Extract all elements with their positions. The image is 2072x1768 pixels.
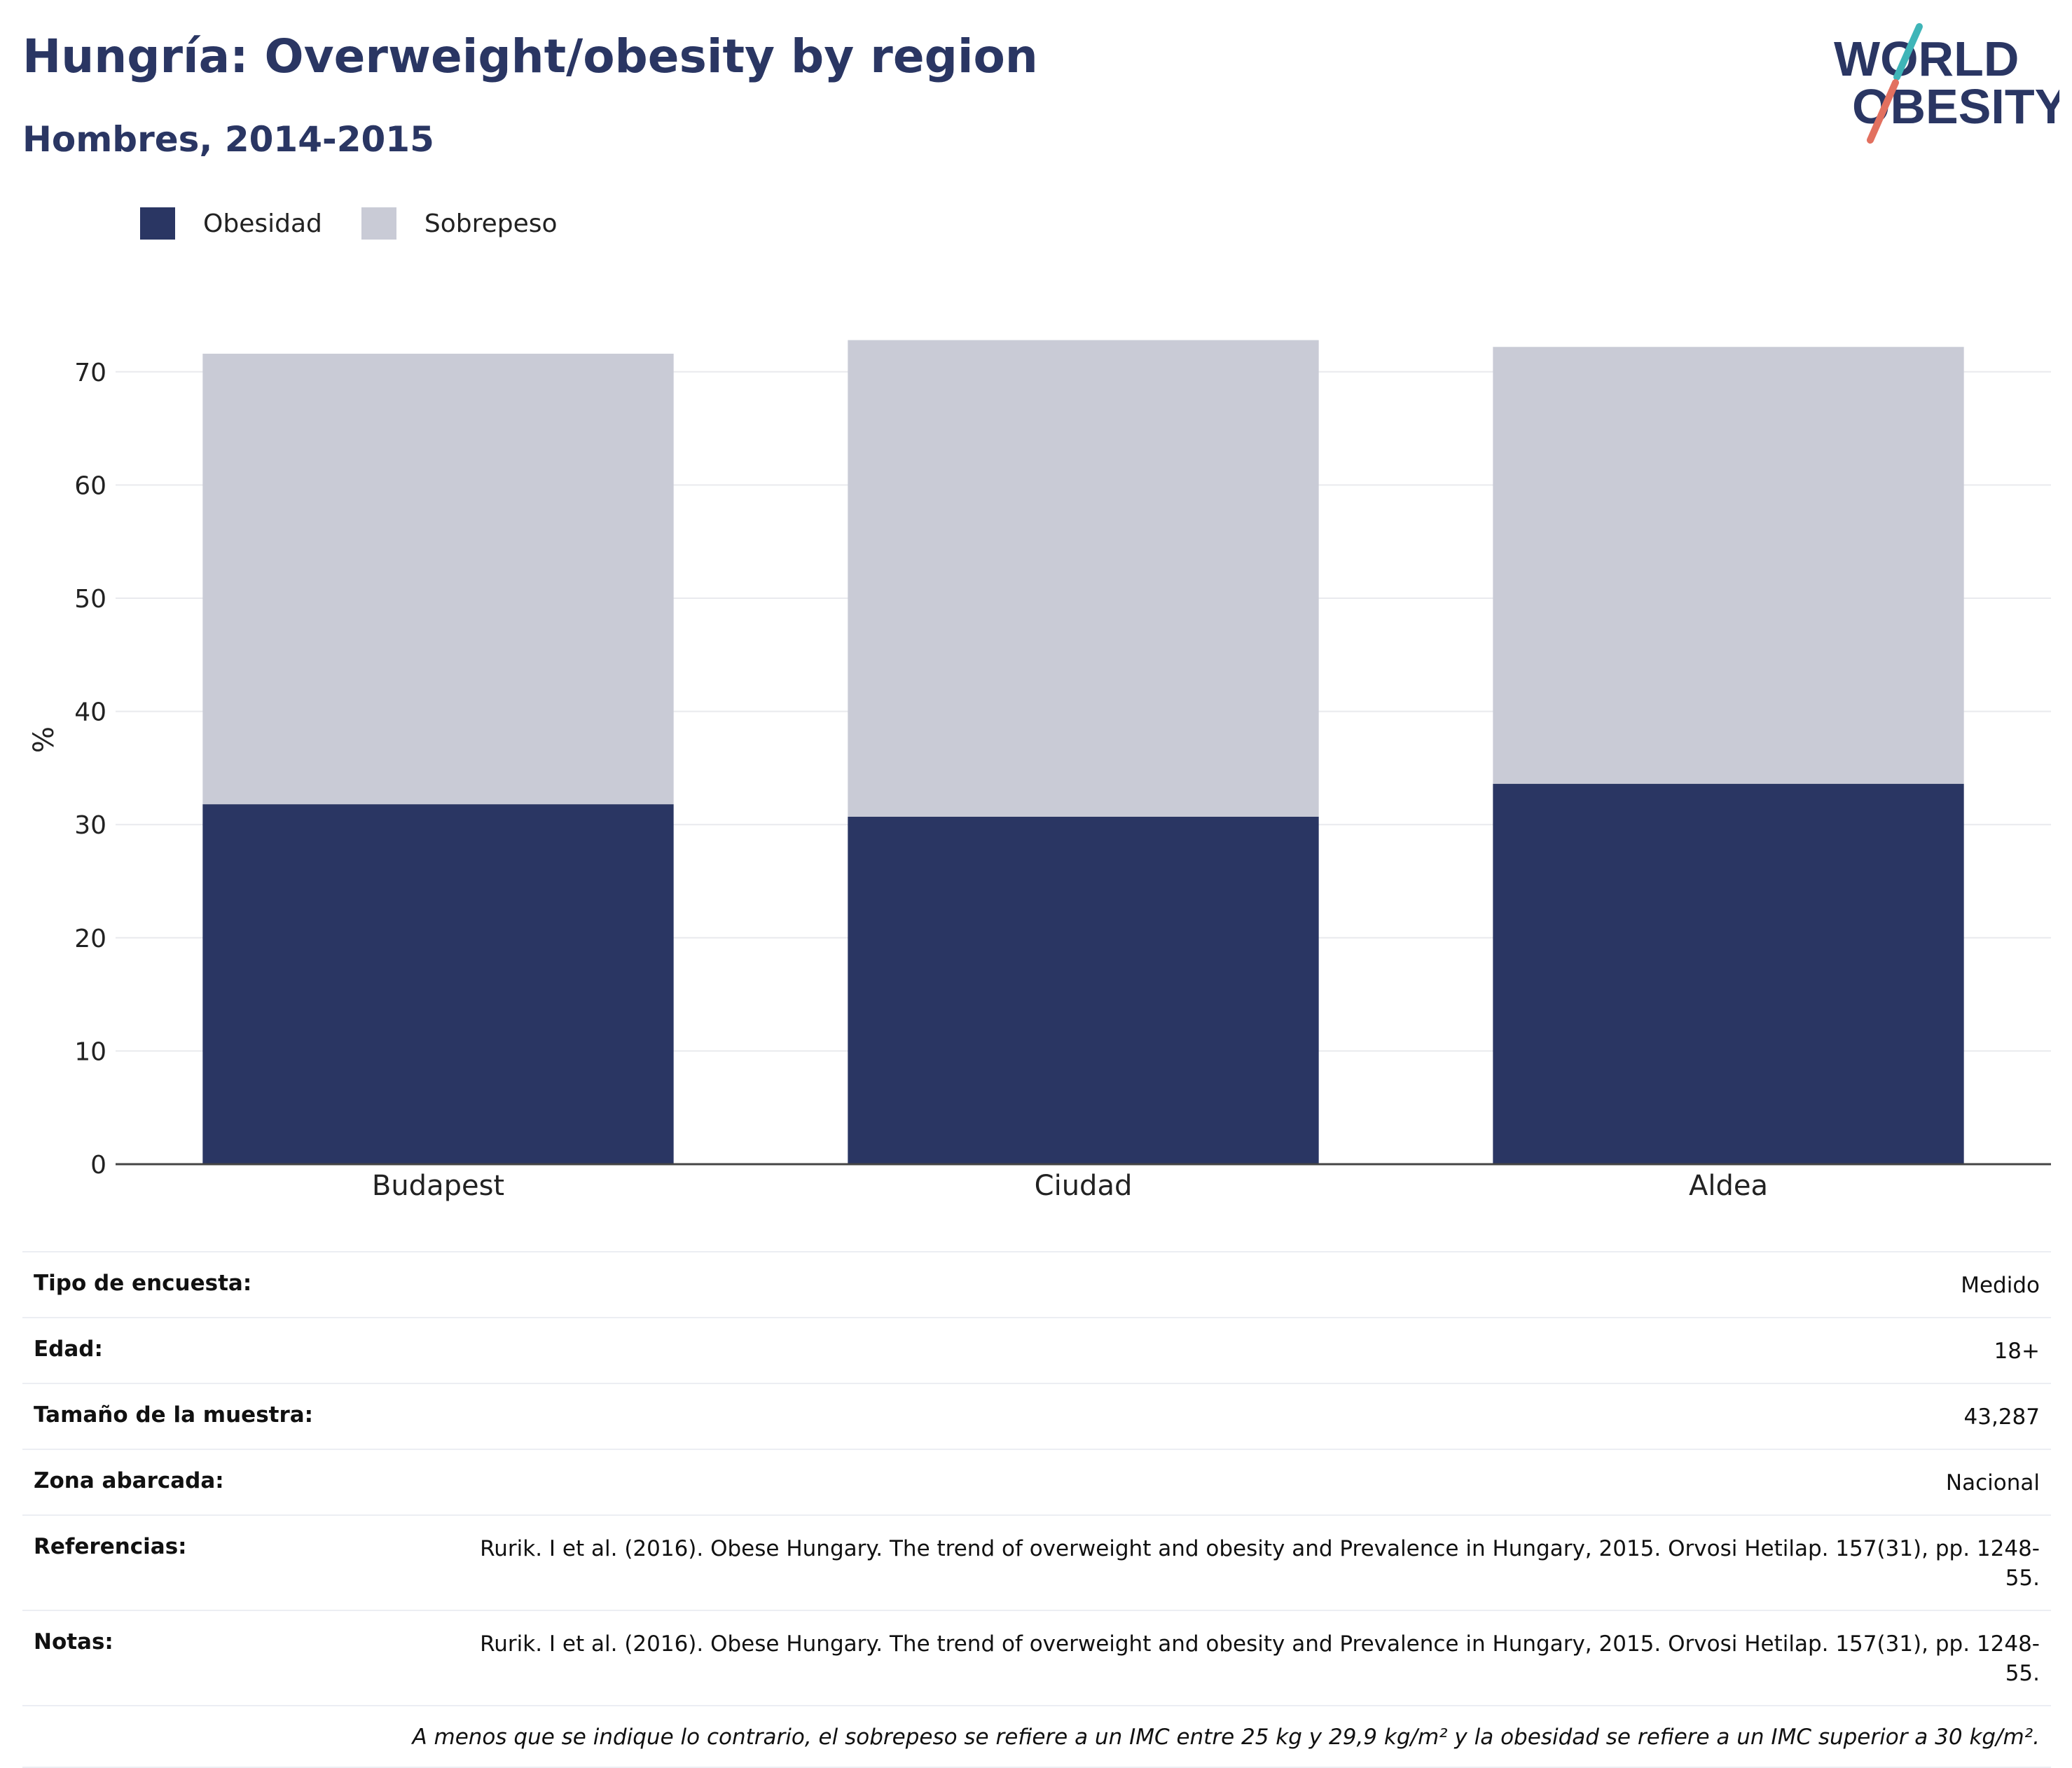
meta-row-referencias: Referencias: Rurik. I et al. (2016). Obe… <box>22 1514 2051 1610</box>
bar-budapest-obesidad <box>202 804 674 1164</box>
y-tick-label-40: 40 <box>74 698 106 727</box>
meta-row-footnote: A menos que se indique lo contrario, el … <box>22 1705 2051 1768</box>
legend-swatch-obesidad <box>140 207 175 240</box>
meta-row-tipo-encuesta: Tipo de encuesta: Medido <box>22 1251 2051 1317</box>
world-obesity-logo: WORLD OBESITY <box>1834 23 2059 144</box>
bar-ciudad-obesidad <box>848 816 1319 1164</box>
meta-value: Rurik. I et al. (2016). Obese Hungary. T… <box>480 1631 2040 1686</box>
chart-title: Hungría: Overweight/obesity by region <box>22 29 1038 83</box>
meta-value: Rurik. I et al. (2016). Obese Hungary. T… <box>480 1536 2040 1591</box>
meta-value: Medido <box>1961 1273 2040 1298</box>
meta-label: Referencias: <box>34 1534 187 1559</box>
y-tick-label-30: 30 <box>74 811 106 840</box>
legend-label-sobrepeso: Sobrepeso <box>424 209 558 238</box>
bar-ciudad-sobrepeso <box>848 340 1319 817</box>
bar-budapest-sobrepeso <box>202 353 674 805</box>
meta-value: 18+ <box>1994 1339 2040 1364</box>
bar-aldea-obesidad <box>1493 784 1964 1164</box>
y-tick-label-60: 60 <box>74 471 106 500</box>
meta-label: Tamaño de la muestra: <box>34 1402 314 1428</box>
bmi-definition-footnote: A menos que se indique lo contrario, el … <box>412 1725 2040 1750</box>
meta-label: Zona abarcada: <box>34 1468 224 1493</box>
legend-item-obesidad[interactable]: Obesidad <box>140 207 322 240</box>
logo-text-world: WORLD <box>1834 32 2019 86</box>
y-tick-label-50: 50 <box>74 585 106 614</box>
chart-legend: Obesidad Sobrepeso <box>140 207 597 240</box>
meta-value: 43,287 <box>1963 1404 2040 1430</box>
y-tick-label-20: 20 <box>74 925 106 953</box>
meta-value: Nacional <box>1945 1470 2040 1496</box>
legend-item-sobrepeso[interactable]: Sobrepeso <box>361 207 558 240</box>
x-tick-label-budapest: Budapest <box>372 1170 504 1202</box>
meta-label: Notas: <box>34 1629 113 1655</box>
meta-row-zona-abarcada: Zona abarcada: Nacional <box>22 1449 2051 1514</box>
meta-label: Tipo de encuesta: <box>34 1271 252 1296</box>
x-tick-label-ciudad: Ciudad <box>1035 1170 1133 1202</box>
meta-row-edad: Edad: 18+ <box>22 1317 2051 1383</box>
stacked-bar-chart: 0 10 20 30 40 50 60 70% Budapest Ciudad Aldea <box>28 340 2051 1202</box>
y-tick-label-70: 70 <box>74 359 106 387</box>
legend-label-obesidad: Obesidad <box>203 209 322 238</box>
y-tick-label-0: 0 <box>90 1151 106 1180</box>
legend-swatch-sobrepeso <box>361 207 396 240</box>
bar-aldea-sobrepeso <box>1493 347 1964 785</box>
meta-row-tamano-muestra: Tamaño de la muestra: 43,287 <box>22 1383 2051 1449</box>
y-tick-label-10: 10 <box>74 1037 106 1066</box>
chart-subtitle: Hombres, 2014-2015 <box>22 119 434 160</box>
x-tick-label-aldea: Aldea <box>1689 1170 1768 1202</box>
y-axis-label: % <box>28 726 60 753</box>
meta-row-notas: Notas: Rurik. I et al. (2016). Obese Hun… <box>22 1610 2051 1705</box>
survey-metadata-table: Tipo de encuesta: Medido Edad: 18+ Tamañ… <box>22 1251 2051 1768</box>
meta-label: Edad: <box>34 1337 103 1362</box>
